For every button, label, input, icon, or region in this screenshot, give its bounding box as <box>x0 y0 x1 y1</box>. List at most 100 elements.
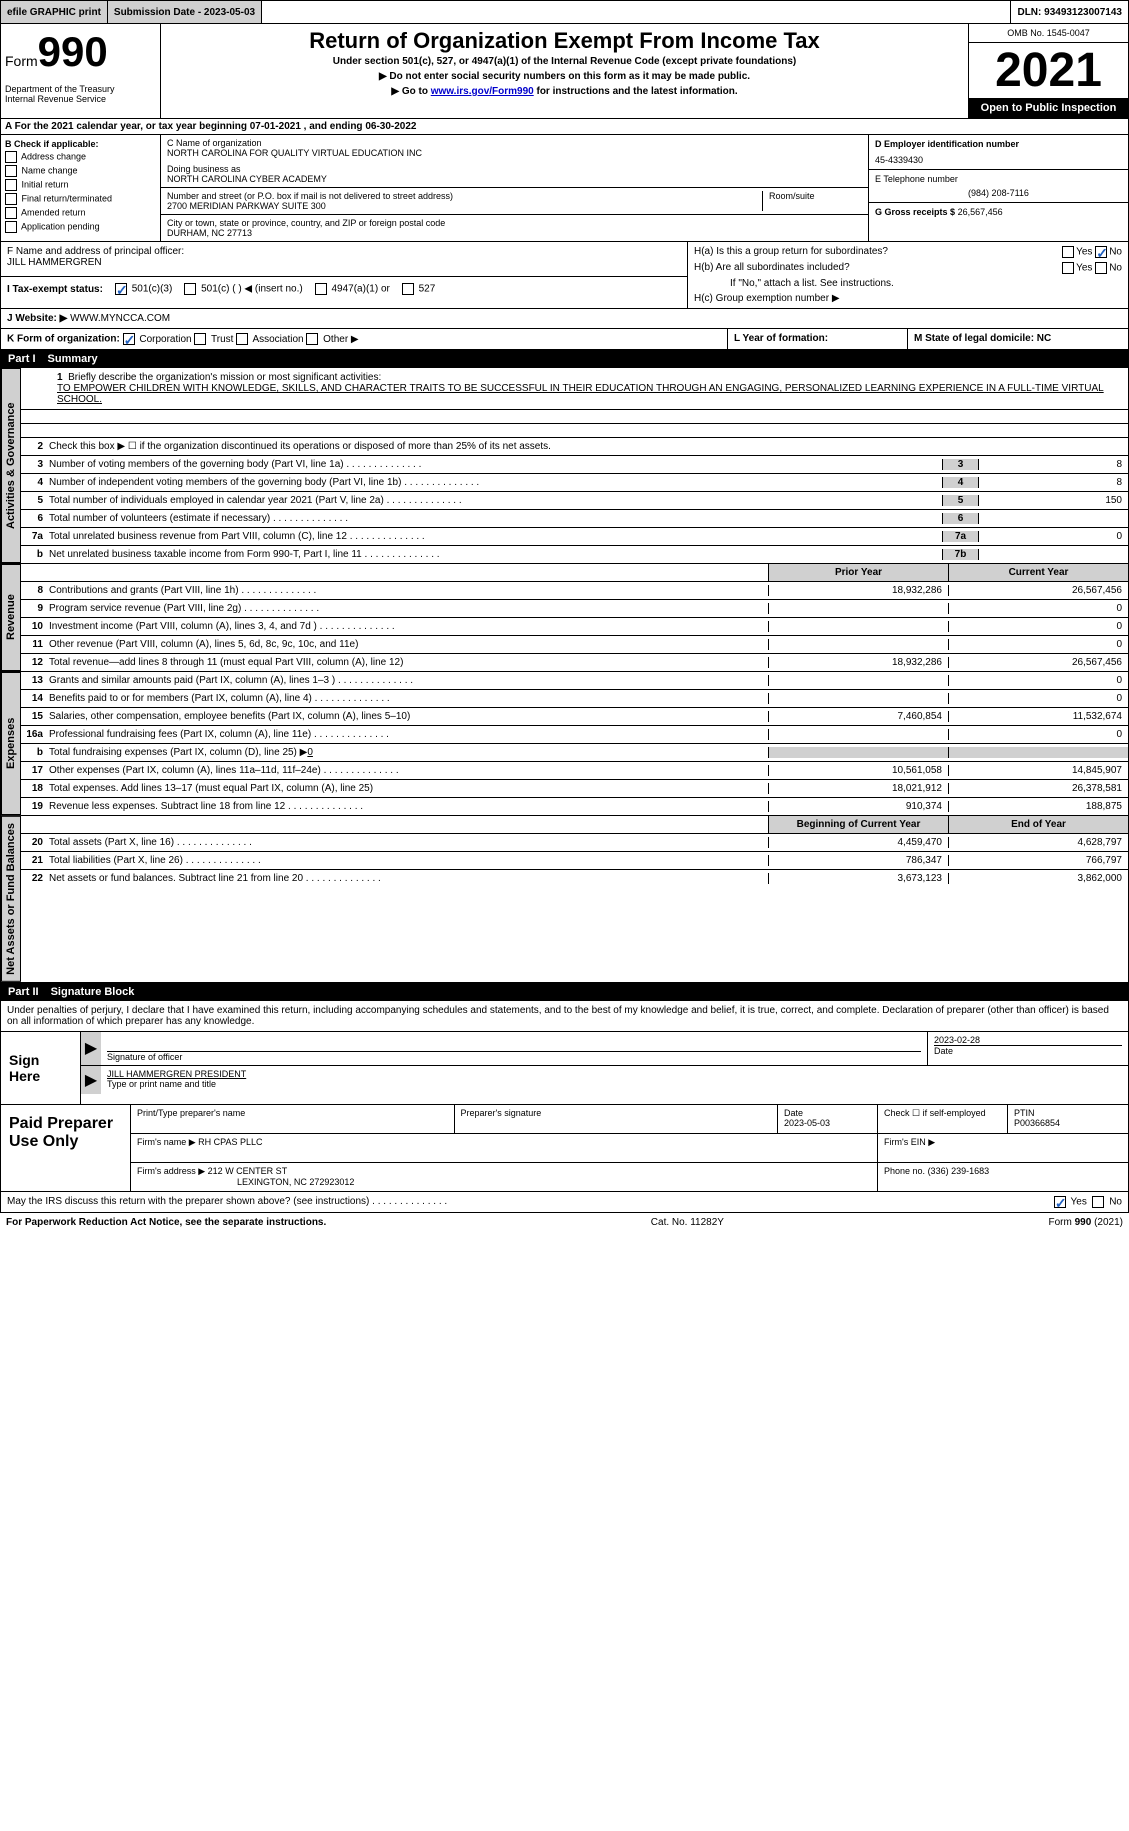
section-bcd: B Check if applicable: Address change Na… <box>0 135 1129 242</box>
self-employed-check[interactable]: Check ☐ if self-employed <box>878 1105 1008 1133</box>
officer-print-name: JILL HAMMERGREN PRESIDENT <box>107 1069 1122 1079</box>
may-discuss-row: May the IRS discuss this return with the… <box>0 1192 1129 1213</box>
gross-label: G Gross receipts $ <box>875 207 955 217</box>
prep-phone: (336) 239-1683 <box>928 1166 990 1176</box>
netassets-side-label: Net Assets or Fund Balances <box>1 816 21 982</box>
expenses-section: Expenses 13Grants and similar amounts pa… <box>0 671 1129 815</box>
omb-number: OMB No. 1545-0047 <box>969 24 1128 43</box>
line11-curr: 0 <box>948 639 1128 650</box>
open-to-public-badge: Open to Public Inspection <box>969 98 1128 118</box>
footer-left: For Paperwork Reduction Act Notice, see … <box>6 1217 326 1228</box>
form-number: Form990 <box>5 28 156 76</box>
arrow-icon: ▶ <box>81 1032 101 1065</box>
name-change-checkbox[interactable]: Name change <box>5 165 156 177</box>
sig-of-officer-label: Signature of officer <box>107 1051 921 1062</box>
hb-note: If "No," attach a list. See instructions… <box>694 278 1122 289</box>
line6-val <box>978 513 1128 524</box>
hc-label: H(c) Group exemption number ▶ <box>694 293 1122 304</box>
ein-value: 45-4339430 <box>875 155 1122 165</box>
assoc-checkbox[interactable]: Association <box>236 334 303 345</box>
line7b-val <box>978 549 1128 560</box>
ptin-label: PTIN <box>1014 1108 1035 1118</box>
line8-prior: 18,932,286 <box>768 585 948 596</box>
dba-value: NORTH CAROLINA CYBER ACADEMY <box>167 174 862 184</box>
form-header: Form990 Department of the Treasury Inter… <box>0 24 1129 119</box>
firm-addr: 212 W CENTER ST <box>208 1166 288 1176</box>
line8-curr: 26,567,456 <box>948 585 1128 596</box>
line12-prior: 18,932,286 <box>768 657 948 668</box>
corp-checkbox[interactable]: Corporation <box>123 334 192 345</box>
part-i-header: Part I Summary <box>0 350 1129 368</box>
mission-text: TO EMPOWER CHILDREN WITH KNOWLEDGE, SKIL… <box>57 383 1120 405</box>
phone-label: E Telephone number <box>875 174 1122 184</box>
footer-right: Form 990 (2021) <box>1049 1217 1123 1228</box>
other-checkbox[interactable]: Other ▶ <box>306 334 358 345</box>
line16b: Total fundraising expenses (Part IX, col… <box>49 747 768 758</box>
hb-yes-no[interactable]: Yes No <box>1062 262 1122 274</box>
line12-curr: 26,567,456 <box>948 657 1128 668</box>
submission-date: Submission Date - 2023-05-03 <box>108 1 262 23</box>
discuss-text: May the IRS discuss this return with the… <box>7 1196 447 1207</box>
preparer-sig-label: Preparer's signature <box>455 1105 779 1133</box>
officer-label: F Name and address of principal officer: <box>7 246 681 257</box>
dba-label: Doing business as <box>167 164 862 174</box>
page-footer: For Paperwork Reduction Act Notice, see … <box>0 1213 1129 1232</box>
sign-date-label: Date <box>934 1045 1122 1056</box>
527-checkbox[interactable]: 527 <box>402 283 435 295</box>
trust-checkbox[interactable]: Trust <box>194 334 233 345</box>
ha-yes-no[interactable]: Yes No <box>1062 246 1122 258</box>
line22-curr: 3,862,000 <box>948 873 1128 884</box>
arrow-icon: ▶ <box>81 1066 101 1094</box>
form-title: Return of Organization Exempt From Incom… <box>165 28 964 54</box>
prep-date-label: Date <box>784 1108 803 1118</box>
top-bar: efile GRAPHIC print Submission Date - 20… <box>0 0 1129 24</box>
address-change-checkbox[interactable]: Address change <box>5 151 156 163</box>
ssn-note: ▶ Do not enter social security numbers o… <box>165 71 964 82</box>
line-a-tax-year: A For the 2021 calendar year, or tax yea… <box>0 119 1129 135</box>
line4-val: 8 <box>978 477 1128 488</box>
501c-checkbox[interactable]: 501(c) ( ) ◀ (insert no.) <box>184 283 302 295</box>
ptin-value: P00366854 <box>1014 1118 1060 1128</box>
officer-name: JILL HAMMERGREN <box>7 257 681 268</box>
tax-exempt-label: I Tax-exempt status: <box>7 284 103 295</box>
line20-prior: 4,459,470 <box>768 837 948 848</box>
m-label: M State of legal domicile: NC <box>914 333 1051 344</box>
prior-year-label: Prior Year <box>768 564 948 581</box>
section-fh: F Name and address of principal officer:… <box>0 242 1129 309</box>
final-return-checkbox[interactable]: Final return/terminated <box>5 193 156 205</box>
discuss-yes-no[interactable]: Yes No <box>1054 1196 1122 1208</box>
city-label: City or town, state or province, country… <box>167 218 862 228</box>
firm-addr2: LEXINGTON, NC 272923012 <box>137 1177 354 1187</box>
501c3-checkbox[interactable]: 501(c)(3) <box>115 283 172 295</box>
irs-link[interactable]: www.irs.gov/Form990 <box>431 86 534 97</box>
line5-val: 150 <box>978 495 1128 506</box>
l-label: L Year of formation: <box>734 333 828 344</box>
footer-center: Cat. No. 11282Y <box>651 1217 724 1228</box>
line11-prior <box>768 639 948 650</box>
sign-here-label: Sign Here <box>1 1032 81 1104</box>
line17: Other expenses (Part IX, column (A), lin… <box>49 765 768 776</box>
type-print-label: Type or print name and title <box>107 1079 1122 1089</box>
4947-checkbox[interactable]: 4947(a)(1) or <box>315 283 390 295</box>
street-label: Number and street (or P.O. box if mail i… <box>167 191 762 201</box>
line2: Check this box ▶ ☐ if the organization d… <box>49 441 1128 452</box>
prep-phone-label: Phone no. <box>884 1166 925 1176</box>
amended-return-checkbox[interactable]: Amended return <box>5 207 156 219</box>
line14: Benefits paid to or for members (Part IX… <box>49 693 768 704</box>
k-label: K Form of organization: <box>7 334 120 345</box>
initial-return-checkbox[interactable]: Initial return <box>5 179 156 191</box>
line3: Number of voting members of the governin… <box>49 459 942 470</box>
department-label: Department of the Treasury Internal Reve… <box>5 84 156 104</box>
application-pending-checkbox[interactable]: Application pending <box>5 221 156 233</box>
city-value: DURHAM, NC 27713 <box>167 228 862 238</box>
line6: Total number of volunteers (estimate if … <box>49 513 942 524</box>
line20: Total assets (Part X, line 16) <box>49 837 768 848</box>
line16b-curr <box>948 747 1128 758</box>
sign-date: 2023-02-28 <box>934 1035 1122 1045</box>
beginning-year-label: Beginning of Current Year <box>768 816 948 833</box>
efile-print-button[interactable]: efile GRAPHIC print <box>1 1 108 23</box>
line15: Salaries, other compensation, employee b… <box>49 711 768 722</box>
current-year-label: Current Year <box>948 564 1128 581</box>
line19-curr: 188,875 <box>948 801 1128 812</box>
line13-prior <box>768 675 948 686</box>
